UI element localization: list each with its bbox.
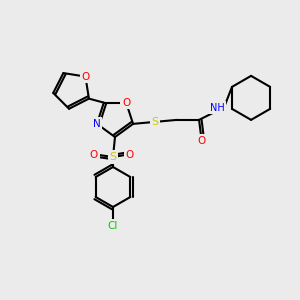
Text: NH: NH [210, 103, 224, 113]
Text: O: O [197, 136, 205, 146]
Text: N: N [93, 119, 101, 129]
Text: Cl: Cl [108, 221, 118, 231]
Text: O: O [90, 150, 98, 160]
Text: S: S [110, 152, 117, 162]
Text: O: O [122, 98, 130, 108]
Text: O: O [81, 72, 90, 82]
Text: S: S [152, 117, 159, 127]
Text: O: O [126, 150, 134, 160]
